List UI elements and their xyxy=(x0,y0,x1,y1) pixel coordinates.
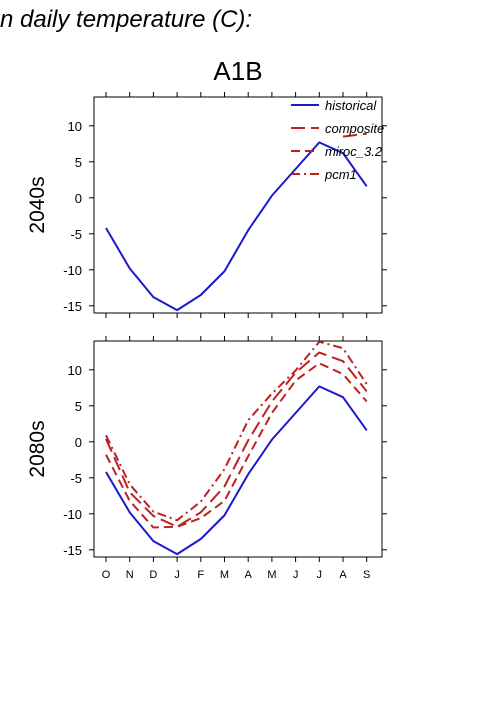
x-tick-label: J xyxy=(174,569,180,581)
series-line-historical xyxy=(105,385,368,556)
series-line-pcm1 xyxy=(105,340,368,522)
y-tick-label: -10 xyxy=(63,507,82,522)
y-tick-label: -15 xyxy=(63,543,82,558)
x-tick-label: O xyxy=(102,569,111,581)
y-tick-label: 0 xyxy=(75,191,82,206)
legend-label-miroc-3-2: miroc_3.2 xyxy=(325,144,383,159)
panel-2040s: -15 -10 -5 0 5 10 2040s xyxy=(26,92,387,318)
x-tick-label: J xyxy=(293,569,299,581)
y-tick-label: 10 xyxy=(68,363,82,378)
series-line-historical xyxy=(105,141,368,312)
x-tick-label: F xyxy=(197,569,204,581)
y-tick-label: -15 xyxy=(63,299,82,314)
legend: historical composite miroc_3.2 pcm1 xyxy=(291,98,384,182)
y-tick-label: -5 xyxy=(70,471,82,486)
y-tick-label: 0 xyxy=(75,435,82,450)
plot-frame xyxy=(93,96,383,314)
x-tick-label: S xyxy=(363,569,370,581)
x-tick-label: M xyxy=(220,569,229,581)
y-tick-label: -10 xyxy=(63,263,82,278)
series-line-composite xyxy=(342,132,367,138)
plot-frame xyxy=(93,340,383,558)
legend-label-historical: historical xyxy=(325,98,377,113)
x-tick-label: J xyxy=(317,569,323,581)
legend-label-composite: composite xyxy=(325,121,384,136)
y-tick-label: 10 xyxy=(68,119,82,134)
x-tick-label: N xyxy=(126,569,134,581)
y-tick-label: -5 xyxy=(70,227,82,242)
x-tick-label: M xyxy=(267,569,276,581)
legend-label-pcm1: pcm1 xyxy=(324,167,357,182)
y-tick-label: 5 xyxy=(75,155,82,170)
row-label: 2080s xyxy=(26,420,49,477)
scenario-title: A1B xyxy=(213,56,262,86)
x-tick-label: A xyxy=(339,569,347,581)
series-line-miroc-3-2 xyxy=(105,362,368,529)
figure-title: n daily temperature (C): xyxy=(0,6,252,33)
row-label: 2040s xyxy=(26,176,49,233)
y-tick-label: 5 xyxy=(75,399,82,414)
x-tick-label: A xyxy=(245,569,253,581)
panel-2080s: -15 -10 -5 0 5 10 O N D J F M A M J J A S 2080s xyxy=(26,336,387,581)
series-line-composite xyxy=(105,351,368,528)
x-tick-label: D xyxy=(149,569,157,581)
